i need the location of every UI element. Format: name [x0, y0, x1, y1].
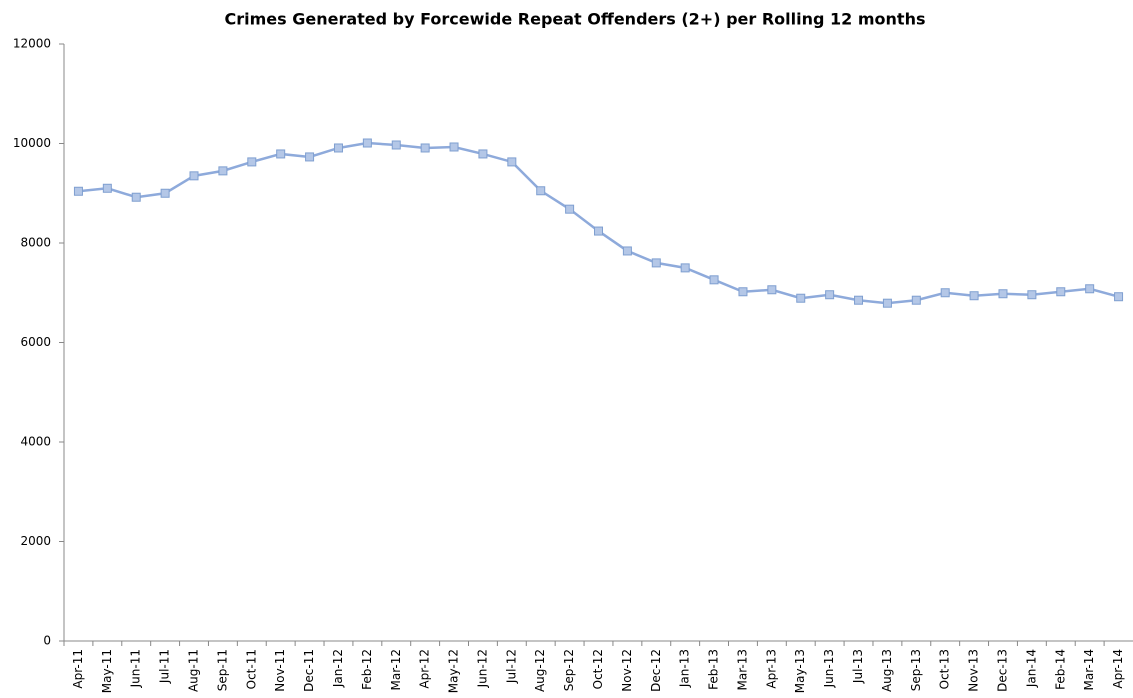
marker [680, 263, 690, 273]
marker [825, 290, 835, 300]
marker [651, 258, 661, 268]
x-tick-label: Nov-11 [273, 649, 287, 692]
x-tick-label: Aug-12 [533, 649, 547, 692]
x-tick-label: Mar-12 [389, 649, 403, 690]
marker [391, 140, 401, 150]
x-tick-label: Apr-14 [1111, 649, 1125, 689]
y-tick-label: 4000 [20, 435, 51, 449]
y-tick-label: 12000 [13, 37, 51, 51]
marker [449, 142, 459, 152]
x-tick-label: Sep-13 [909, 649, 923, 691]
line [78, 141, 1119, 305]
x-tick-label: Jan-14 [1024, 649, 1038, 688]
x-tick-label: Aug-13 [880, 649, 894, 692]
x-tick-label: Apr-11 [71, 649, 85, 689]
marker [333, 143, 343, 153]
marker [247, 157, 257, 167]
marker [998, 289, 1008, 299]
x-tick-label: Jul-12 [504, 649, 518, 684]
x-tick-label: Jun-13 [822, 649, 836, 688]
x-tick-label: Dec-11 [302, 649, 316, 692]
x-tick-label: Aug-11 [187, 649, 201, 692]
x-tick-label: Jun-11 [129, 649, 143, 688]
x-tick-label: Oct-13 [938, 649, 952, 689]
marker [969, 291, 979, 301]
x-tick-label: Dec-12 [649, 649, 663, 692]
x-tick-label: Mar-14 [1082, 649, 1096, 690]
x-tick-label: Oct-12 [591, 649, 605, 689]
marker [73, 186, 83, 196]
marker [1056, 287, 1066, 297]
x-tick-label: Feb-14 [1053, 649, 1067, 690]
x-tick-label: May-12 [447, 649, 461, 693]
marker [189, 171, 199, 181]
x-tick-label: Dec-13 [995, 649, 1009, 692]
x-tick-label: May-11 [100, 649, 114, 693]
x-tick-label: Nov-12 [620, 649, 634, 692]
x-tick-label: May-13 [793, 649, 807, 693]
marker [882, 298, 892, 308]
marker [1114, 292, 1124, 302]
marker [102, 183, 112, 193]
marker [1027, 290, 1037, 300]
chart-title: Crimes Generated by Forcewide Repeat Off… [225, 10, 926, 29]
x-tick-label: Jan-12 [331, 649, 345, 688]
y-tick-label: 10000 [13, 136, 51, 150]
marker [796, 293, 806, 303]
marker [362, 138, 372, 148]
marker [940, 288, 950, 298]
x-tick-label: Sep-12 [562, 649, 576, 691]
marker [536, 186, 546, 196]
x-tick-label: Jul-11 [158, 649, 172, 684]
marker [160, 188, 170, 198]
x-tick-label: Mar-13 [735, 649, 749, 690]
marker [767, 285, 777, 295]
marker [218, 166, 228, 176]
marker [911, 295, 921, 305]
marker [622, 246, 632, 256]
marker [478, 149, 488, 159]
x-tick-label: Jan-13 [678, 649, 692, 688]
x-tick-label: Jun-12 [475, 649, 489, 688]
x-tick-label: Apr-12 [418, 649, 432, 689]
y-tick-label: 8000 [20, 236, 51, 250]
marker [507, 157, 517, 167]
x-tick-label: Feb-13 [707, 649, 721, 690]
x-tick-label: Apr-13 [764, 649, 778, 689]
marker [305, 152, 315, 162]
marker [594, 226, 603, 236]
y-tick-label: 0 [43, 634, 51, 648]
marker [854, 295, 864, 305]
marker [709, 275, 719, 285]
marker [565, 204, 575, 214]
x-tick-label: Sep-11 [215, 649, 229, 691]
marker [420, 143, 430, 153]
marker [738, 287, 748, 297]
marker [276, 149, 286, 159]
x-tick-label: Nov-13 [967, 649, 981, 692]
marker [131, 192, 141, 202]
x-tick-label: Jul-13 [851, 649, 865, 684]
marker [1085, 284, 1095, 294]
x-tick-label: Feb-12 [360, 649, 374, 690]
y-tick-label: 6000 [20, 335, 51, 349]
x-tick-label: Oct-11 [244, 649, 258, 689]
y-tick-label: 2000 [20, 534, 51, 548]
